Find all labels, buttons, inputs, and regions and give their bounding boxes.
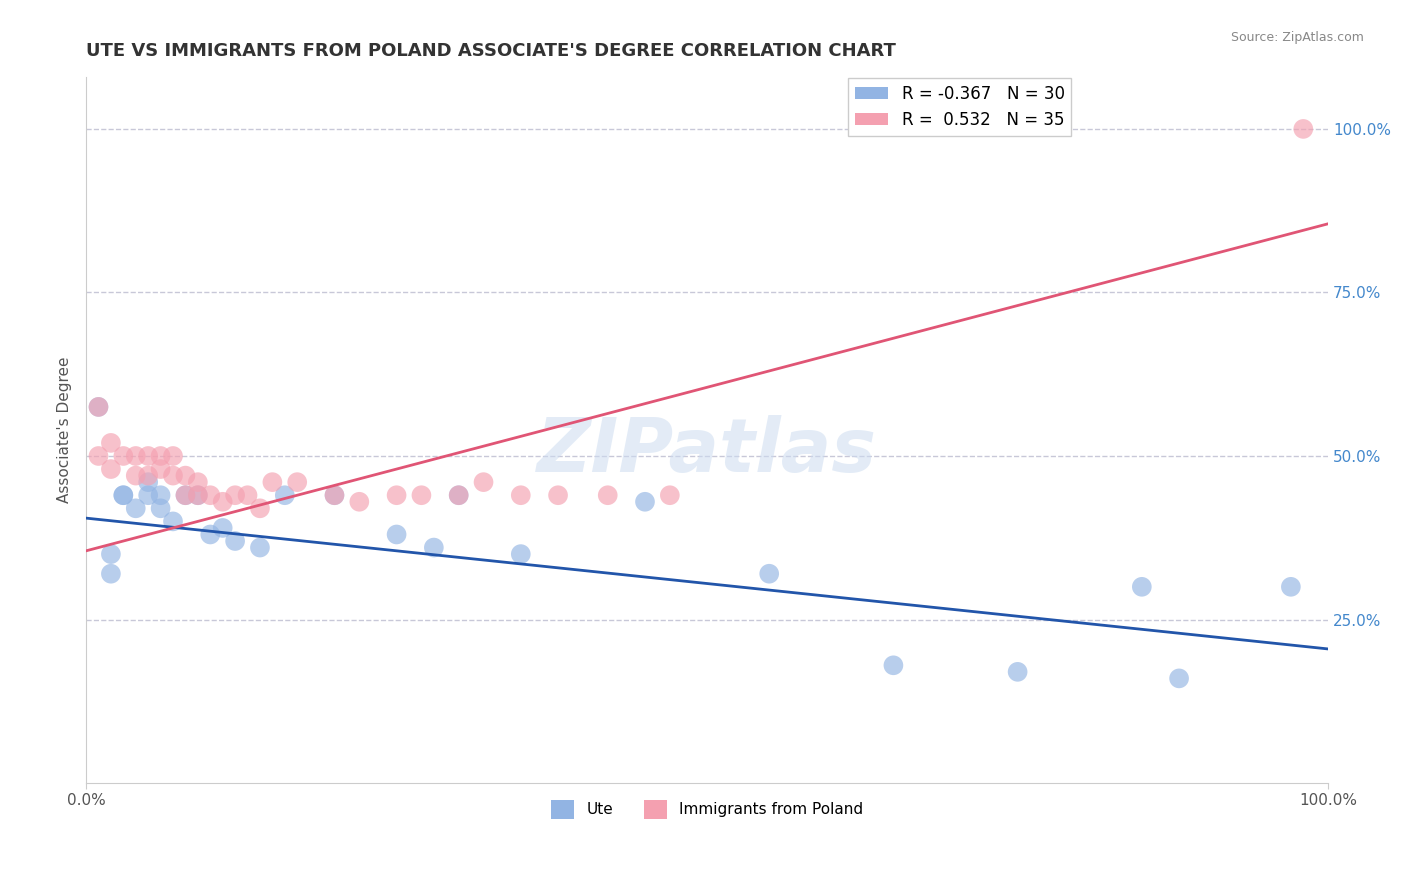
Point — [100, 547, 122, 561]
Point — [385, 527, 408, 541]
Point — [187, 475, 209, 490]
Point — [249, 501, 271, 516]
Point — [596, 488, 619, 502]
Point — [882, 658, 904, 673]
Point — [211, 495, 233, 509]
Point — [1279, 580, 1302, 594]
Point — [200, 488, 222, 502]
Point — [224, 488, 246, 502]
Point — [285, 475, 308, 490]
Point — [323, 488, 346, 502]
Point — [100, 436, 122, 450]
Point — [112, 449, 135, 463]
Point — [174, 488, 197, 502]
Point — [162, 515, 184, 529]
Point — [187, 488, 209, 502]
Point — [1292, 122, 1315, 136]
Point — [1130, 580, 1153, 594]
Point — [758, 566, 780, 581]
Point — [509, 547, 531, 561]
Point — [125, 449, 148, 463]
Point — [87, 400, 110, 414]
Point — [211, 521, 233, 535]
Point — [100, 566, 122, 581]
Point — [100, 462, 122, 476]
Point — [149, 462, 172, 476]
Point — [236, 488, 259, 502]
Point — [149, 488, 172, 502]
Point — [447, 488, 470, 502]
Point — [447, 488, 470, 502]
Point — [472, 475, 495, 490]
Point — [1007, 665, 1029, 679]
Point — [136, 488, 159, 502]
Point — [136, 475, 159, 490]
Point — [149, 449, 172, 463]
Point — [262, 475, 284, 490]
Point — [125, 468, 148, 483]
Point — [162, 468, 184, 483]
Point — [149, 501, 172, 516]
Point — [187, 488, 209, 502]
Point — [323, 488, 346, 502]
Legend: Ute, Immigrants from Poland: Ute, Immigrants from Poland — [546, 794, 869, 825]
Point — [87, 400, 110, 414]
Text: Source: ZipAtlas.com: Source: ZipAtlas.com — [1230, 31, 1364, 45]
Point — [136, 468, 159, 483]
Point — [174, 468, 197, 483]
Point — [162, 449, 184, 463]
Point — [509, 488, 531, 502]
Point — [87, 449, 110, 463]
Point — [547, 488, 569, 502]
Point — [1168, 672, 1191, 686]
Y-axis label: Associate's Degree: Associate's Degree — [58, 357, 72, 503]
Point — [136, 449, 159, 463]
Point — [112, 488, 135, 502]
Point — [125, 501, 148, 516]
Point — [423, 541, 446, 555]
Point — [349, 495, 371, 509]
Point — [200, 527, 222, 541]
Point — [174, 488, 197, 502]
Point — [112, 488, 135, 502]
Point — [249, 541, 271, 555]
Point — [385, 488, 408, 502]
Point — [634, 495, 657, 509]
Point — [658, 488, 681, 502]
Point — [274, 488, 297, 502]
Point — [411, 488, 433, 502]
Point — [224, 534, 246, 549]
Text: ZIPatlas: ZIPatlas — [537, 415, 877, 488]
Text: UTE VS IMMIGRANTS FROM POLAND ASSOCIATE'S DEGREE CORRELATION CHART: UTE VS IMMIGRANTS FROM POLAND ASSOCIATE'… — [86, 42, 896, 60]
